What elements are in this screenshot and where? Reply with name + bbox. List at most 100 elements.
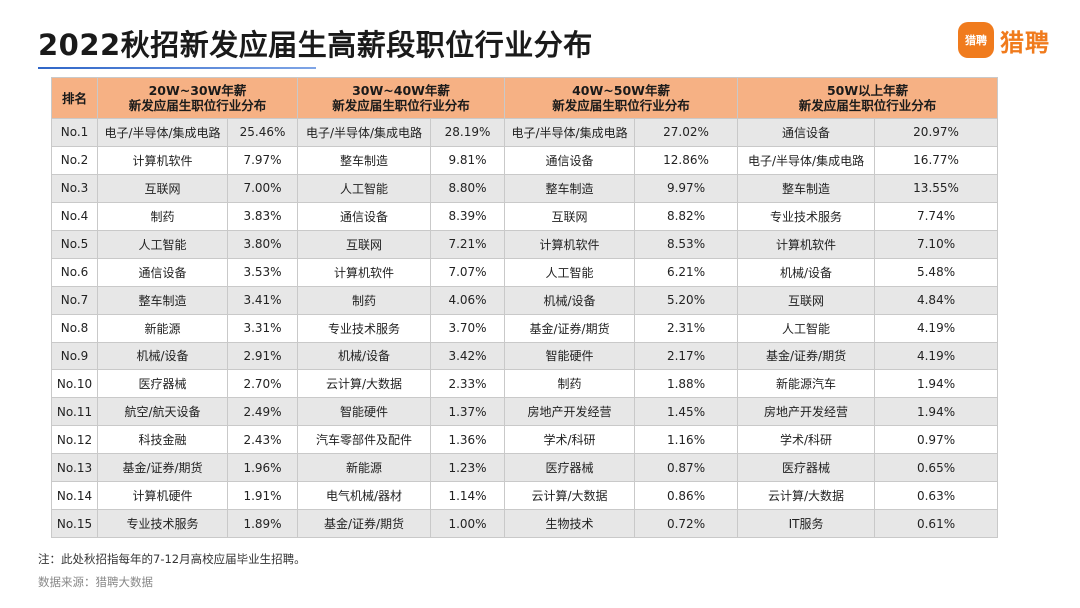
industry-cell: 互联网	[297, 229, 432, 259]
share-cell: 1.94%	[874, 369, 999, 399]
table-row: No.3 互联网 7.00% 人工智能 8.80% 整车制造 9.97% 整车制造 13.55%	[51, 173, 999, 203]
share-cell: 0.65%	[874, 453, 999, 483]
rank-header: 排名	[51, 77, 98, 119]
share-cell: 1.96%	[226, 453, 299, 483]
share-cell: 4.84%	[874, 285, 999, 315]
industry-cell: 人工智能	[297, 173, 432, 203]
rank-cell: No.6	[51, 257, 98, 287]
rank-cell: No.8	[51, 313, 98, 343]
page-title: 2022秋招新发应届生高薪段职位行业分布	[38, 28, 593, 62]
industry-cell: 航空/航天设备	[97, 397, 228, 427]
industry-cell: 计算机软件	[504, 229, 636, 259]
industry-cell: 整车制造	[737, 173, 876, 203]
share-cell: 28.19%	[430, 118, 506, 147]
table-row: No.5 人工智能 3.80% 互联网 7.21% 计算机软件 8.53% 计算机软件 7.10…	[51, 229, 999, 259]
industry-cell: 制药	[297, 285, 432, 315]
share-cell: 2.33%	[430, 369, 506, 399]
rank-cell: No.12	[51, 425, 98, 455]
share-cell: 9.97%	[634, 173, 739, 203]
share-cell: 1.89%	[226, 509, 299, 539]
industry-cell: 计算机软件	[737, 229, 876, 259]
share-cell: 8.39%	[430, 201, 506, 231]
rank-cell: No.13	[51, 453, 98, 483]
share-cell: 0.63%	[874, 481, 999, 511]
table-row: No.10 医疗器械 2.70% 云计算/大数据 2.33% 制药 1.88% 新能源汽车 1.…	[51, 369, 999, 399]
industry-distribution-table: 排名 20W~30W年薪 新发应届生职位行业分布 30W~40W年薪 新发应届生…	[51, 77, 999, 539]
table-header-row: 排名 20W~30W年薪 新发应届生职位行业分布 30W~40W年薪 新发应届生…	[51, 77, 999, 119]
share-cell: 5.48%	[874, 257, 999, 287]
liepin-logo-badge: 猎聘	[958, 22, 994, 58]
share-cell: 1.23%	[430, 453, 506, 483]
share-cell: 4.19%	[874, 313, 999, 343]
industry-cell: 整车制造	[297, 145, 432, 175]
share-cell: 1.94%	[874, 397, 999, 427]
table-row: No.9 机械/设备 2.91% 机械/设备 3.42% 智能硬件 2.17% 基金/证券/期…	[51, 341, 999, 371]
data-source: 数据来源：猎聘大数据	[38, 575, 153, 589]
industry-cell: 机械/设备	[504, 285, 636, 315]
table-row: No.15 专业技术服务 1.89% 基金/证券/期货 1.00% 生物技术 0.72% IT…	[51, 509, 999, 539]
industry-cell: 通信设备	[504, 145, 636, 175]
group-header-line2: 新发应届生职位行业分布	[128, 98, 267, 113]
industry-cell: 互联网	[737, 285, 876, 315]
group-header-20w-30w: 20W~30W年薪 新发应届生职位行业分布	[96, 77, 299, 119]
share-cell: 1.14%	[430, 481, 506, 511]
share-cell: 6.21%	[634, 257, 739, 287]
table-row: No.13 基金/证券/期货 1.96% 新能源 1.23% 医疗器械 0.87% 医疗器械 0…	[51, 453, 999, 483]
group-header-line2: 新发应届生职位行业分布	[332, 98, 470, 113]
rank-cell: No.4	[51, 201, 98, 231]
industry-cell: 医疗器械	[737, 453, 876, 483]
share-cell: 1.37%	[430, 397, 506, 427]
industry-cell: 新能源	[297, 453, 432, 483]
rank-cell: No.14	[51, 481, 98, 511]
industry-cell: 互联网	[504, 201, 636, 231]
industry-cell: 医疗器械	[504, 453, 636, 483]
industry-cell: 整车制造	[97, 285, 228, 315]
share-cell: 7.00%	[226, 173, 299, 203]
industry-cell: 房地产开发经营	[504, 397, 636, 427]
table-row: No.8 新能源 3.31% 专业技术服务 3.70% 基金/证券/期货 2.31% 人工智能…	[51, 313, 999, 343]
industry-cell: 基金/证券/期货	[504, 313, 636, 343]
share-cell: 2.17%	[634, 341, 739, 371]
share-cell: 20.97%	[874, 118, 999, 147]
industry-cell: 电子/半导体/集成电路	[504, 118, 636, 147]
industry-cell: IT服务	[737, 509, 876, 539]
table-row: No.4 制药 3.83% 通信设备 8.39% 互联网 8.82% 专业技术服务 7.74%	[51, 201, 999, 231]
industry-cell: 云计算/大数据	[504, 481, 636, 511]
rank-cell: No.1	[51, 118, 98, 147]
group-header-line1: 50W以上年薪	[826, 83, 909, 98]
industry-cell: 计算机硬件	[97, 481, 228, 511]
share-cell: 5.20%	[634, 285, 739, 315]
share-cell: 1.36%	[430, 425, 506, 455]
share-cell: 4.19%	[874, 341, 999, 371]
industry-cell: 新能源	[97, 313, 228, 343]
industry-cell: 人工智能	[97, 229, 228, 259]
industry-cell: 云计算/大数据	[297, 369, 432, 399]
table-row: No.1 电子/半导体/集成电路 25.46% 电子/半导体/集成电路 28.19% 电子…	[51, 118, 999, 147]
share-cell: 16.77%	[874, 145, 999, 175]
share-cell: 3.41%	[226, 285, 299, 315]
industry-cell: 生物技术	[504, 509, 636, 539]
industry-cell: 医疗器械	[97, 369, 228, 399]
liepin-logo: 猎聘 猎聘	[958, 22, 1050, 58]
industry-cell: 基金/证券/期货	[97, 453, 228, 483]
industry-cell: 电子/半导体/集成电路	[97, 118, 228, 147]
share-cell: 3.80%	[226, 229, 299, 259]
share-cell: 0.72%	[634, 509, 739, 539]
share-cell: 8.80%	[430, 173, 506, 203]
share-cell: 7.10%	[874, 229, 999, 259]
rank-cell: No.3	[51, 173, 98, 203]
group-header-line1: 30W~40W年薪	[352, 83, 450, 98]
group-header-line1: 20W~30W年薪	[148, 83, 247, 98]
share-cell: 8.53%	[634, 229, 739, 259]
share-cell: 2.91%	[226, 341, 299, 371]
share-cell: 7.97%	[226, 145, 299, 175]
table-row: No.2 计算机软件 7.97% 整车制造 9.81% 通信设备 12.86% 电子/半导体/…	[51, 145, 999, 175]
share-cell: 1.88%	[634, 369, 739, 399]
industry-cell: 机械/设备	[97, 341, 228, 371]
industry-cell: 基金/证券/期货	[737, 341, 876, 371]
share-cell: 9.81%	[430, 145, 506, 175]
industry-cell: 智能硬件	[504, 341, 636, 371]
footnote: 注：此处秋招指每年的7-12月高校应届毕业生招聘。	[38, 552, 306, 566]
table-row: No.6 通信设备 3.53% 计算机软件 7.07% 人工智能 6.21% 机械/设备 5.4…	[51, 257, 999, 287]
industry-cell: 专业技术服务	[297, 313, 432, 343]
